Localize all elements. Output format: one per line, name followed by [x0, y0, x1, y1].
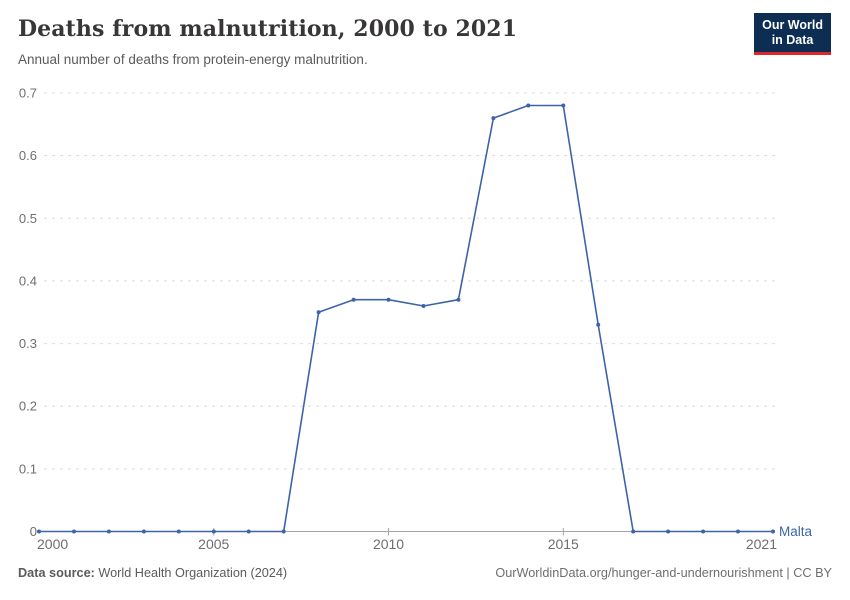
data-point[interactable] [561, 103, 566, 108]
x-tick-label: 2010 [373, 536, 404, 552]
data-point[interactable] [491, 116, 496, 121]
data-point[interactable] [736, 529, 740, 534]
y-tick-label: 0.1 [19, 461, 37, 476]
data-point[interactable] [37, 529, 41, 534]
data-point[interactable] [351, 297, 356, 302]
data-point[interactable] [701, 529, 706, 534]
x-tick-label: 2005 [198, 536, 229, 552]
owid-logo-line2: in Data [771, 32, 814, 47]
data-point[interactable] [281, 529, 286, 534]
data-point[interactable] [421, 304, 426, 308]
y-tick-label: 0.5 [19, 211, 37, 226]
x-tick-label: 2000 [37, 536, 68, 552]
series-line[interactable] [39, 104, 773, 533]
data-point[interactable] [526, 103, 531, 108]
data-source-note: Data source: World Health Organization (… [18, 566, 287, 580]
data-point[interactable] [72, 529, 76, 534]
y-tick-label: 0 [30, 524, 37, 539]
data-point[interactable] [106, 529, 111, 534]
y-tick-label: 0.2 [19, 399, 37, 414]
data-point[interactable] [631, 529, 636, 534]
chart-title: Deaths from malnutrition, 2000 to 2021 [18, 16, 518, 42]
data-point[interactable] [596, 322, 601, 327]
data-point[interactable] [141, 529, 146, 534]
data-point[interactable] [386, 297, 391, 302]
data-point[interactable] [456, 297, 461, 302]
data-point[interactable] [316, 310, 321, 315]
data-point[interactable] [666, 529, 671, 534]
owid-logo-line1: Our World [762, 18, 823, 32]
chart-footer: Data source: World Health Organization (… [0, 566, 850, 580]
x-tick-label: 2015 [548, 536, 579, 552]
data-point[interactable] [211, 529, 216, 534]
attribution: OurWorldinData.org/hunger-and-undernouri… [495, 566, 832, 580]
y-tick-label: 0.3 [19, 336, 37, 351]
owid-logo[interactable]: Our World in Data [754, 13, 831, 55]
y-tick-label: 0.7 [19, 86, 37, 101]
chart-subtitle: Annual number of deaths from protein-ene… [18, 52, 368, 67]
owid-link[interactable]: OurWorldinData.org/hunger-and-undernouri… [495, 566, 783, 580]
data-point[interactable] [771, 529, 775, 534]
data-source-label: Data source: [18, 566, 95, 580]
data-point[interactable] [176, 529, 181, 534]
y-tick-label: 0.4 [19, 273, 37, 288]
y-tick-label: 0.6 [19, 148, 37, 163]
license-label: | CC BY [782, 566, 832, 580]
series-entity-label[interactable]: Malta [779, 524, 813, 539]
data-point[interactable] [246, 529, 251, 534]
data-source-value: World Health Organization (2024) [94, 566, 288, 580]
x-tick-label: 2021 [746, 536, 777, 552]
